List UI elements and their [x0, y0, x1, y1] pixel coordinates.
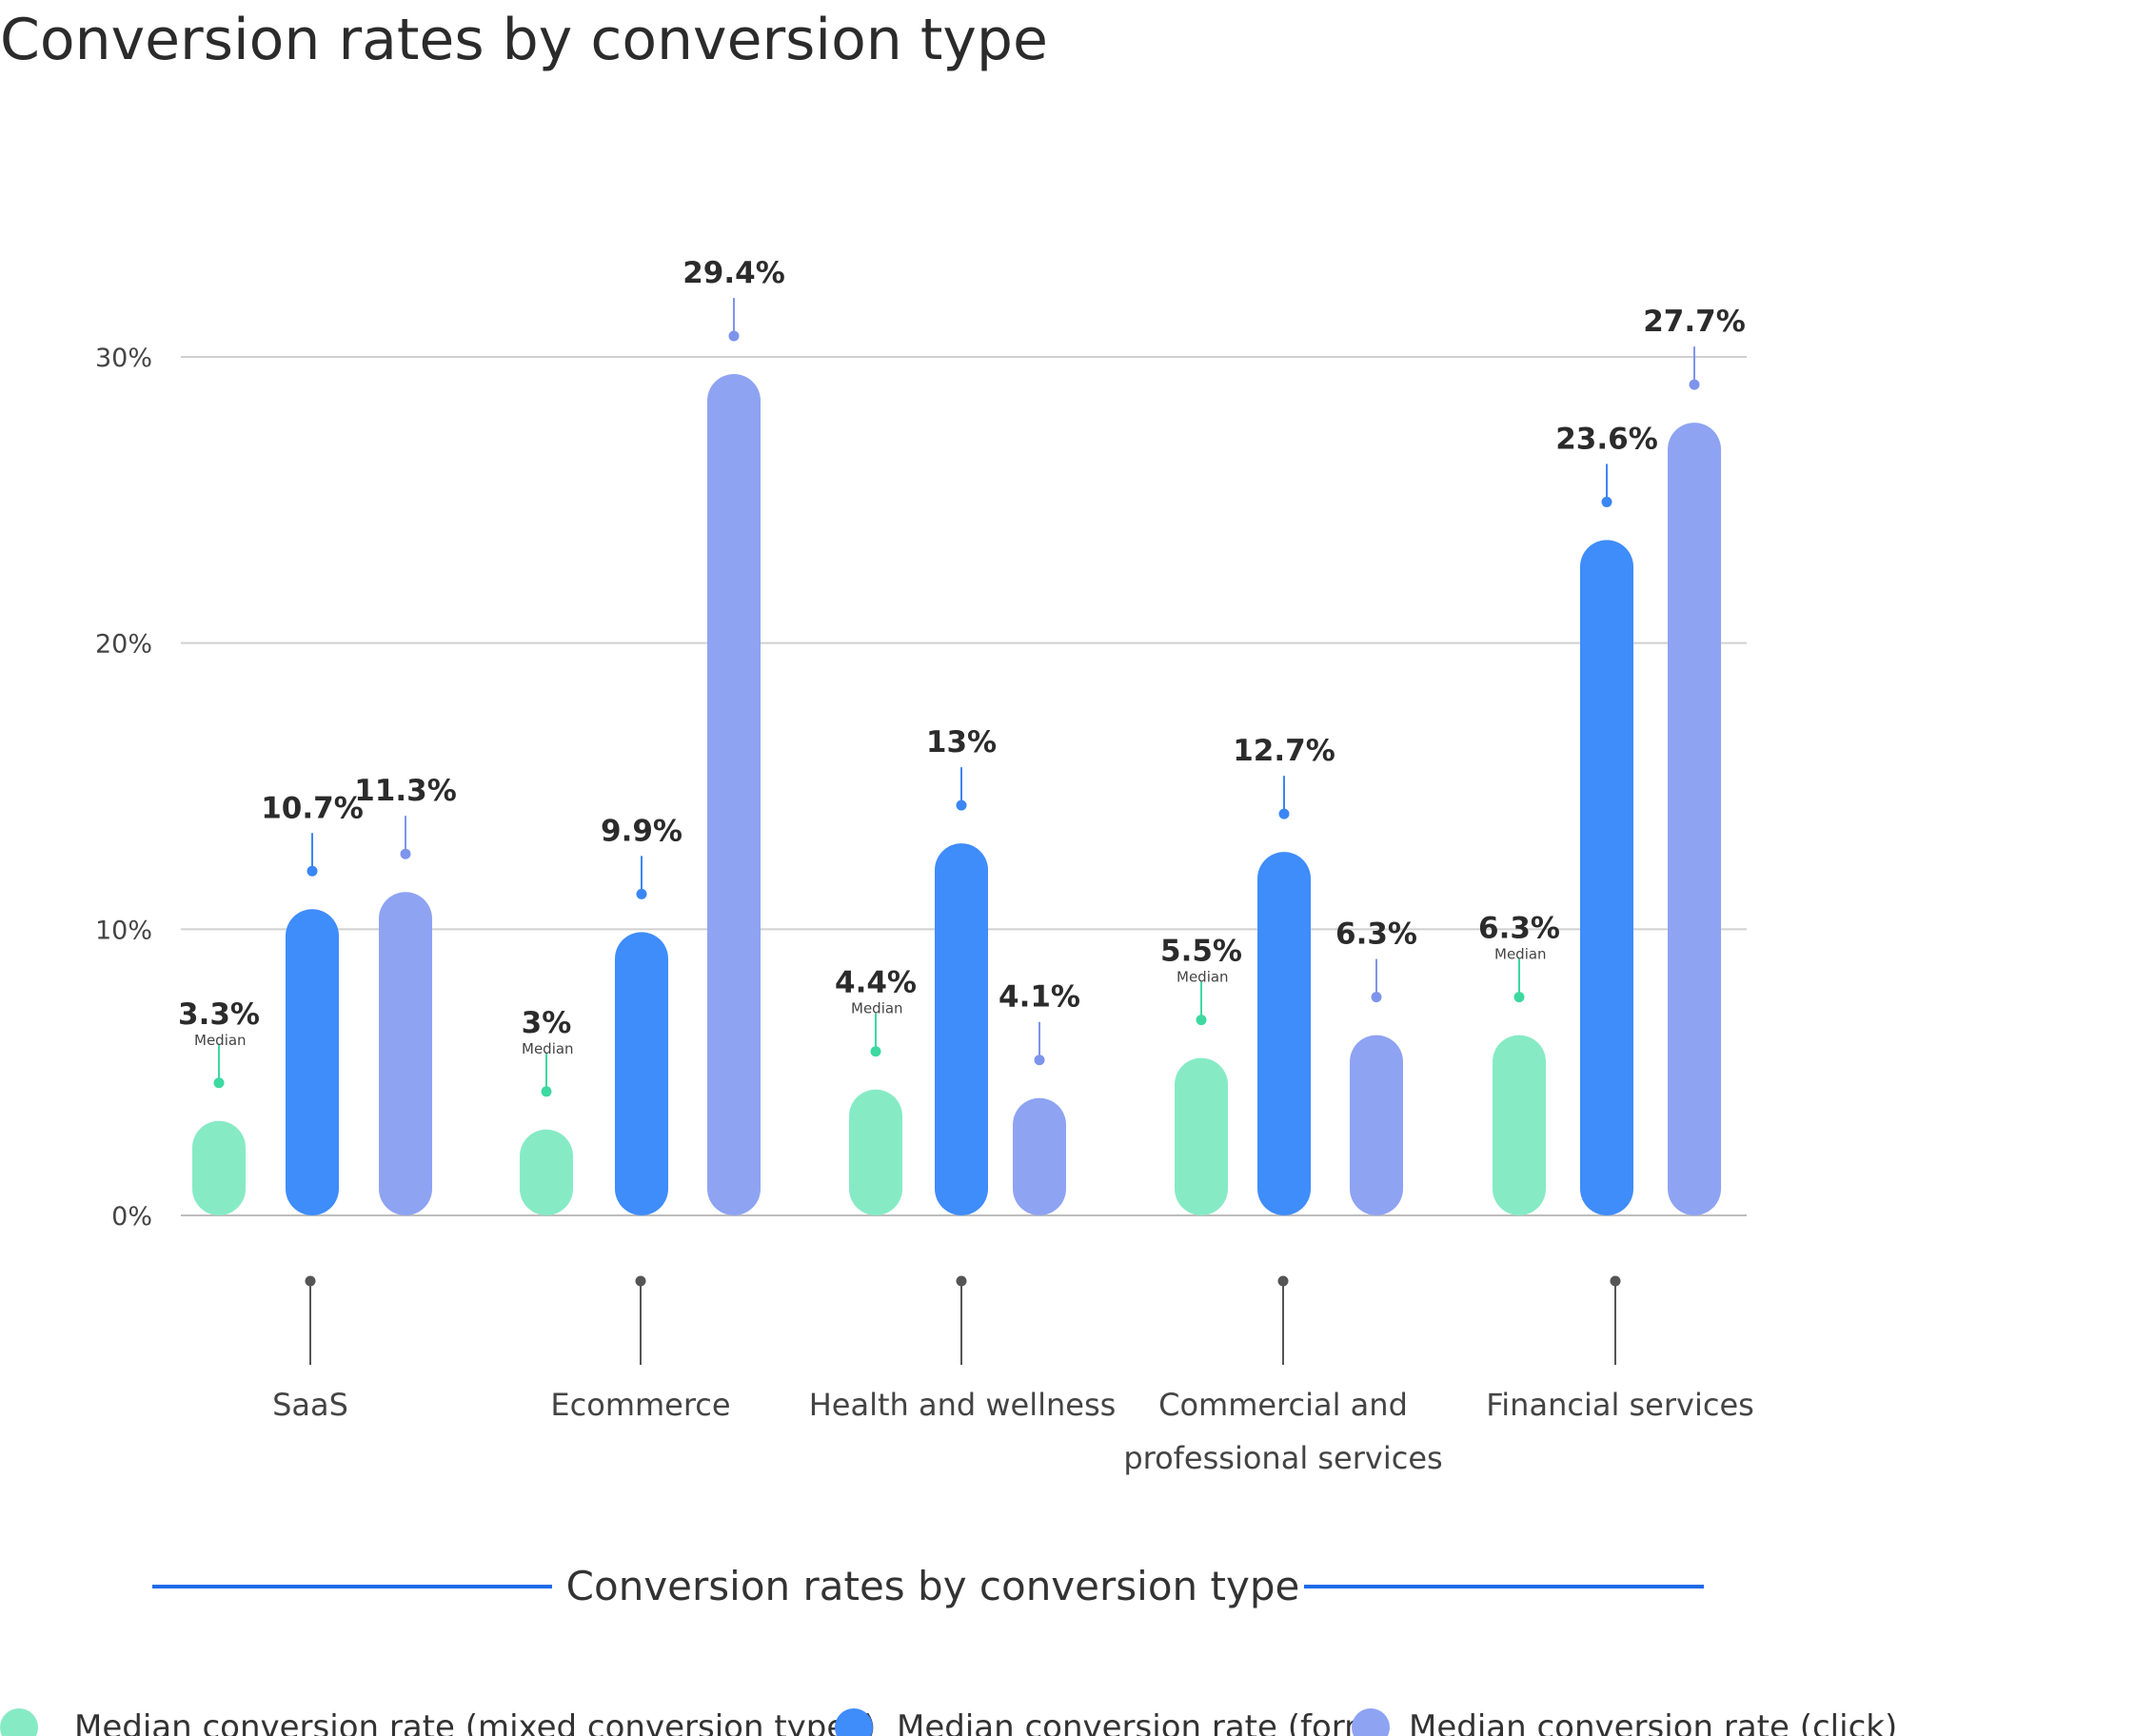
bar: [615, 932, 668, 1215]
bar: [707, 374, 761, 1215]
data-label: 5.5%: [1160, 935, 1242, 969]
bar: [849, 1089, 902, 1215]
bottom-subtitle-group: Conversion rates by conversion type: [152, 1563, 1704, 1609]
x-tick-label: SaaS: [272, 1387, 348, 1423]
data-label: 6.3%: [1335, 917, 1417, 952]
legend-label: Median conversion rate (form): [897, 1708, 1389, 1736]
bar: [192, 1120, 246, 1215]
bottom-subtitle: Conversion rates by conversion type: [566, 1563, 1300, 1609]
leader-dot: [1689, 379, 1700, 390]
bar: [1580, 540, 1633, 1215]
data-label: 27.7%: [1643, 305, 1746, 339]
leader-dot: [1034, 1055, 1045, 1066]
leader-dot: [636, 888, 647, 899]
chart-title: Conversion rates by conversion type: [0, 7, 1048, 73]
median-sublabel: Median: [1177, 969, 1229, 986]
x-tick-label: Health and wellness: [809, 1387, 1117, 1423]
leader-dot: [541, 1086, 552, 1097]
median-sublabel: Median: [194, 1032, 247, 1049]
bar: [1668, 423, 1721, 1215]
bar: [1175, 1057, 1228, 1215]
y-tick-label: 0%: [111, 1202, 152, 1232]
data-label: 29.4%: [682, 256, 785, 290]
data-label: 12.7%: [1233, 734, 1335, 768]
data-label: 13%: [926, 725, 997, 760]
data-label: 23.6%: [1555, 422, 1658, 456]
median-sublabel: Median: [851, 1000, 903, 1017]
leader-dot: [1196, 1015, 1207, 1026]
bars: 3.3%Median 3%Median4.4%Median5.5%Median6.…: [178, 256, 1746, 1215]
data-label: 10.7%: [261, 791, 364, 825]
median-sublabel: Median: [522, 1040, 574, 1057]
data-label: 11.3%: [354, 774, 457, 808]
data-label: 9.9%: [601, 814, 682, 848]
y-tick-label: 10%: [95, 916, 152, 945]
leader-dot: [956, 799, 967, 811]
x-tick-label: Financial services: [1486, 1387, 1754, 1423]
leader-dot: [1278, 808, 1290, 819]
bar: [935, 843, 988, 1215]
bar: [1493, 1035, 1546, 1215]
y-tick-label: 30%: [95, 344, 152, 373]
leader-dot: [307, 865, 318, 877]
legend-label: Median conversion rate (mixed conversion…: [74, 1708, 876, 1736]
bar: [1350, 1035, 1403, 1215]
legend: Median conversion rate (mixed conversion…: [0, 1708, 1897, 1736]
data-label: 3%: [522, 1006, 572, 1040]
legend-swatch: [835, 1708, 873, 1736]
bar: [379, 892, 432, 1215]
leader-dot: [400, 848, 411, 859]
bar: [1013, 1097, 1066, 1215]
legend-swatch: [1352, 1708, 1390, 1736]
bar: [520, 1129, 573, 1215]
leader-dot: [1513, 992, 1525, 1003]
bar: [286, 909, 339, 1215]
leader-dot: [728, 330, 740, 342]
y-tick-label: 20%: [95, 630, 152, 660]
leader-dot: [1371, 992, 1382, 1003]
legend-swatch: [0, 1708, 38, 1736]
x-axis: SaaS Ecommerce Health and wellness Commerci…: [272, 1275, 1754, 1476]
x-tick-label: Commercial and: [1158, 1387, 1408, 1423]
x-tick-label: Ecommerce: [550, 1387, 730, 1423]
bar: [1257, 852, 1311, 1215]
data-label: 6.3%: [1478, 912, 1560, 946]
leader-dot: [1601, 496, 1612, 507]
leader-dot: [870, 1046, 881, 1057]
legend-label: Median conversion rate (click): [1409, 1708, 1897, 1736]
data-label: 4.4%: [835, 966, 917, 1000]
leader-dot: [213, 1077, 225, 1089]
data-label: 3.3%: [178, 997, 260, 1032]
median-sublabel: Median: [1494, 946, 1547, 963]
data-label: 4.1%: [999, 980, 1080, 1015]
x-tick-label: professional services: [1123, 1440, 1442, 1476]
